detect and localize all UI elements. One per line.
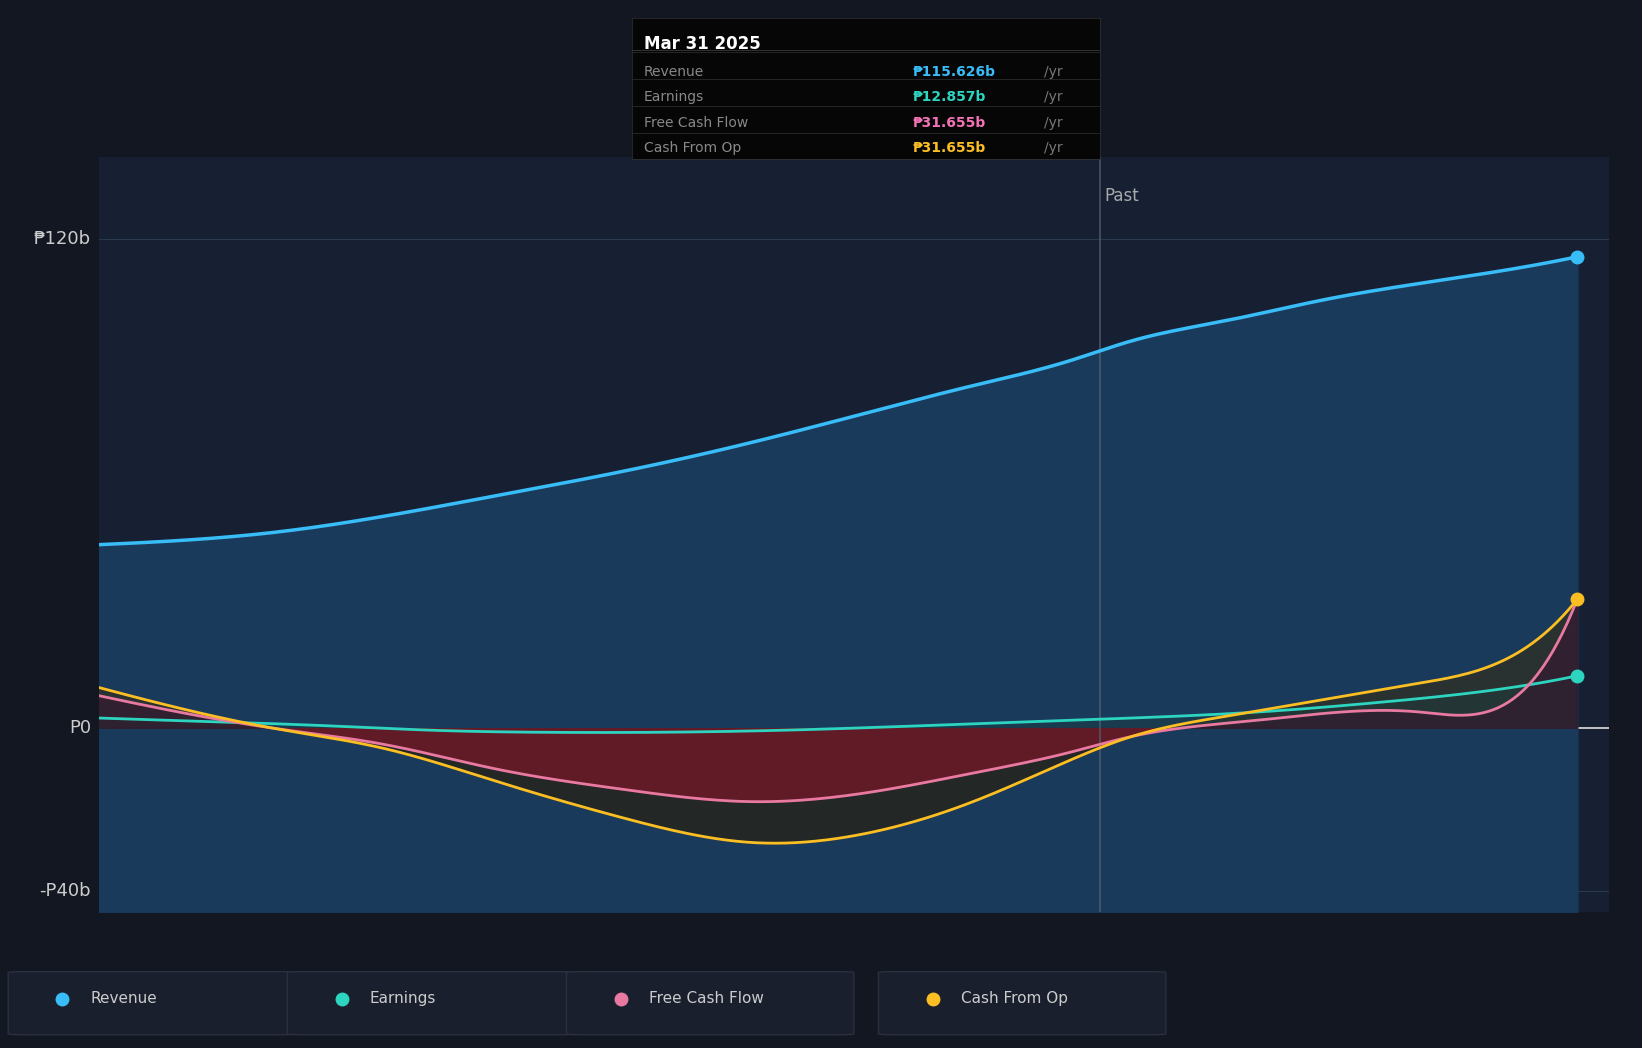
Text: /yr: /yr: [1044, 141, 1062, 155]
Text: P0: P0: [69, 719, 90, 737]
Text: Cash From Op: Cash From Op: [644, 141, 741, 155]
FancyBboxPatch shape: [287, 971, 575, 1034]
Text: Mar 31 2025: Mar 31 2025: [644, 35, 760, 52]
Text: ₱31.655b: ₱31.655b: [913, 115, 987, 130]
Text: ₱12.857b: ₱12.857b: [913, 90, 987, 104]
Text: Past: Past: [1105, 188, 1140, 205]
FancyBboxPatch shape: [566, 971, 854, 1034]
Text: ₱31.655b: ₱31.655b: [913, 141, 987, 155]
FancyBboxPatch shape: [878, 971, 1166, 1034]
FancyBboxPatch shape: [8, 971, 296, 1034]
Text: Revenue: Revenue: [644, 65, 704, 79]
Text: Revenue: Revenue: [90, 991, 158, 1006]
Text: /yr: /yr: [1044, 65, 1062, 79]
Text: Earnings: Earnings: [644, 90, 704, 104]
Text: ₱115.626b: ₱115.626b: [913, 65, 997, 79]
Text: Cash From Op: Cash From Op: [961, 991, 1067, 1006]
Text: 2024: 2024: [791, 957, 837, 975]
Text: 2023: 2023: [305, 957, 351, 975]
Text: 2025: 2025: [1300, 957, 1346, 975]
Text: ₱120b: ₱120b: [34, 230, 90, 247]
Text: Earnings: Earnings: [369, 991, 435, 1006]
Text: Free Cash Flow: Free Cash Flow: [649, 991, 764, 1006]
Text: Free Cash Flow: Free Cash Flow: [644, 115, 749, 130]
Text: /yr: /yr: [1044, 90, 1062, 104]
Text: -P40b: -P40b: [39, 882, 90, 900]
Text: /yr: /yr: [1044, 115, 1062, 130]
